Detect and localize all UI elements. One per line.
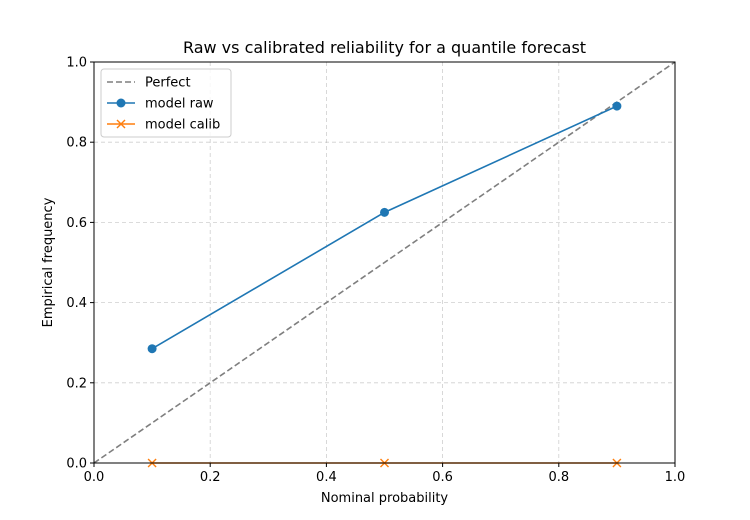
x-tick-label: 1.0 [665, 470, 686, 485]
x-tick-label: 0.2 [200, 470, 221, 485]
x-tick-label: 0.4 [316, 470, 337, 485]
data-point-model-raw [612, 101, 622, 111]
y-tick-label: 0.6 [66, 216, 87, 231]
legend-marker-model-raw [116, 98, 126, 108]
axis-ticks: 0.0 0.2 0.4 0.6 0.8 1.0 0.0 0.2 0.4 0.6 0.8 1.0 [66, 56, 685, 486]
y-tick-label: 1.0 [66, 56, 87, 71]
legend-label-model-raw: model raw [145, 97, 214, 112]
legend-label-perfect: Perfect [145, 76, 191, 91]
y-tick-label: 0.4 [66, 296, 87, 311]
x-marker-stroke [116, 119, 126, 129]
chart-title: Raw vs calibrated reliability for a quan… [183, 38, 586, 57]
y-tick-label: 0.0 [66, 457, 87, 472]
y-tick-label: 0.8 [66, 136, 87, 151]
data-point-model-raw [147, 344, 157, 354]
legend-box [100, 68, 232, 138]
x-tick-label: 0.6 [432, 470, 453, 485]
plot-frame [93, 61, 676, 464]
legend-marker-model-calib [116, 119, 126, 129]
x-axis-title: Nominal probability [321, 491, 449, 506]
data-point-model-raw [380, 207, 389, 217]
x-tick-label: 0.8 [548, 470, 569, 485]
legend: Perfect model raw model calib [100, 68, 232, 138]
x-tick-label: 0.0 [84, 470, 105, 485]
series-line-perfect [93, 61, 676, 464]
y-tick-label: 0.2 [66, 376, 87, 391]
legend-label-model-calib: model calib [145, 118, 220, 133]
y-axis-title: Empirical frequency [41, 197, 56, 327]
